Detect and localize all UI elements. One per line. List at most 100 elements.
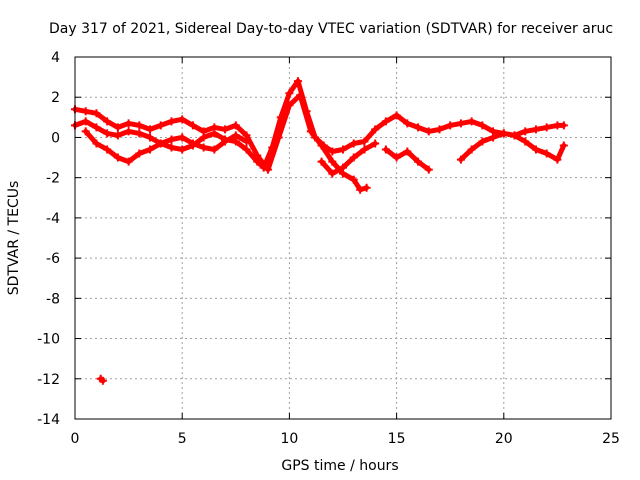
data-point	[328, 147, 337, 156]
data-point	[467, 145, 476, 154]
data-point	[285, 101, 294, 110]
data-point	[210, 145, 219, 154]
data-point	[306, 127, 315, 136]
y-tick-label: -4	[46, 211, 60, 227]
data-point	[392, 153, 401, 162]
data-point	[92, 139, 101, 148]
data-point	[510, 131, 519, 140]
data-point	[531, 125, 540, 134]
y-tick-label: -12	[37, 372, 60, 388]
data-point	[81, 127, 90, 136]
data-point	[231, 121, 240, 130]
data-point	[210, 123, 219, 132]
chart-title: Day 317 of 2021, Sidereal Day-to-day VTE…	[49, 21, 613, 37]
data-point	[339, 163, 347, 172]
data-point	[178, 145, 187, 154]
data-point	[435, 125, 444, 134]
data-point	[167, 117, 176, 126]
data-point	[231, 131, 240, 140]
data-point	[489, 133, 498, 142]
data-point	[178, 133, 187, 142]
x-tick-label: 5	[178, 431, 187, 447]
data-point	[135, 121, 144, 130]
data-point	[360, 137, 369, 146]
data-point	[381, 145, 390, 154]
x-tick-label: 15	[388, 431, 406, 447]
data-point	[371, 139, 380, 148]
data-point	[349, 139, 358, 148]
data-point	[531, 145, 540, 154]
data-point	[124, 119, 133, 128]
data-point	[424, 127, 433, 136]
data-point	[521, 127, 530, 136]
data-point	[360, 145, 369, 154]
data-point	[559, 141, 568, 150]
data-point	[113, 123, 122, 132]
data-point	[542, 123, 551, 132]
data-point	[135, 129, 144, 138]
data-point	[253, 151, 262, 160]
data-point	[113, 131, 122, 140]
data-point	[349, 175, 358, 184]
y-tick-label: -14	[37, 412, 60, 428]
series-line-track-4	[319, 141, 378, 177]
data-point	[81, 107, 90, 116]
data-point	[103, 129, 112, 138]
data-point	[221, 137, 230, 146]
data-point	[478, 137, 487, 146]
data-point	[478, 121, 487, 130]
data-point	[414, 157, 423, 166]
data-point	[542, 149, 551, 158]
y-tick-label: -2	[46, 171, 60, 187]
data-point	[103, 145, 112, 154]
y-tick-label: -10	[37, 332, 60, 348]
data-point	[403, 119, 412, 128]
plot-frame	[74, 56, 612, 420]
data-point	[274, 133, 283, 142]
data-point	[98, 376, 107, 385]
data-point	[553, 155, 562, 164]
series-layer	[71, 77, 568, 385]
data-point	[381, 117, 390, 126]
x-tick-label: 25	[602, 431, 620, 447]
data-point	[263, 165, 272, 174]
data-point	[285, 89, 294, 98]
data-point	[424, 165, 433, 174]
data-point	[92, 109, 101, 118]
data-point	[81, 117, 90, 126]
data-point	[156, 139, 165, 148]
x-axis-label: GPS time / hours	[281, 458, 398, 474]
series-line-track-3	[83, 128, 249, 165]
data-point	[456, 119, 465, 128]
data-point	[414, 123, 423, 132]
y-tick-label: -8	[46, 291, 60, 307]
data-point	[356, 185, 365, 194]
data-point	[199, 143, 208, 152]
data-point	[521, 137, 530, 146]
y-tick-label: 2	[51, 90, 60, 106]
data-point	[559, 121, 568, 130]
data-point	[296, 91, 305, 100]
data-point	[403, 147, 412, 156]
data-point	[199, 127, 208, 136]
x-tick-label: 10	[280, 431, 298, 447]
data-point	[113, 153, 122, 162]
data-point	[188, 139, 197, 148]
data-point	[124, 127, 133, 136]
data-point	[362, 183, 371, 192]
y-tick-label: 0	[51, 130, 60, 146]
data-point	[146, 145, 155, 154]
data-point	[156, 121, 165, 130]
data-point	[467, 117, 476, 126]
data-point	[167, 135, 176, 144]
x-tick-label: 0	[71, 431, 80, 447]
data-point	[188, 121, 197, 130]
y-tick-label: 4	[51, 50, 60, 66]
x-tick-label: 20	[495, 431, 513, 447]
data-point	[135, 149, 144, 158]
data-point	[124, 157, 133, 166]
data-point	[317, 157, 326, 166]
